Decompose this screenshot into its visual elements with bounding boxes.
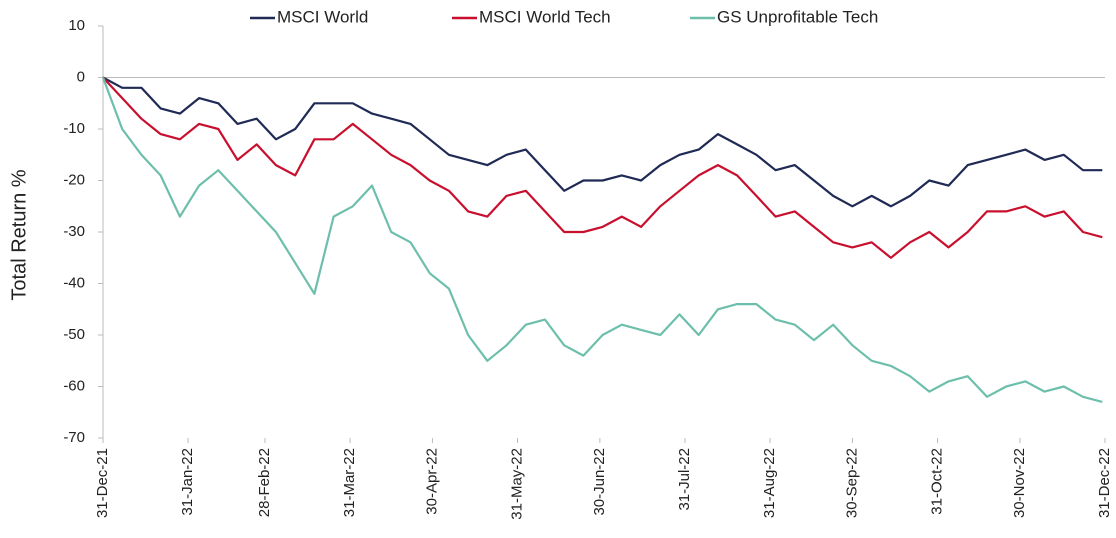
y-tick-label: 0: [77, 68, 85, 85]
x-tick-label: 31-Aug-22: [761, 448, 778, 518]
y-tick-label: -40: [63, 274, 85, 291]
y-tick-label: 10: [68, 17, 85, 34]
legend-label: MSCI World: [277, 7, 368, 26]
y-axis-label: Total Return %: [8, 169, 30, 300]
x-tick-label: 30-Jun-22: [591, 448, 608, 516]
x-tick-label: 31-Jan-22: [179, 448, 196, 516]
x-tick-label: 31-May-22: [508, 448, 525, 520]
series-line: [101, 77, 1103, 403]
x-tick-label: 30-Nov-22: [1011, 448, 1028, 518]
x-tick-label: 28-Feb-22: [256, 448, 273, 517]
x-tick-label: 30-Apr-22: [423, 448, 440, 515]
y-tick-label: -10: [63, 120, 85, 137]
legend-label: MSCI World Tech: [479, 7, 611, 26]
y-tick-label: -70: [63, 429, 85, 446]
y-tick-label: -50: [63, 326, 85, 343]
x-tick-label: 31-Jul-22: [676, 448, 693, 511]
x-tick-label: 31-Oct-22: [929, 448, 946, 515]
y-tick-label: -60: [63, 377, 85, 394]
y-tick-label: -30: [63, 223, 85, 240]
series-line: [102, 76, 1103, 208]
x-tick-label: 31-Dec-21: [94, 448, 111, 518]
x-tick-label: 31-Dec-22: [1096, 448, 1113, 518]
x-tick-label: 31-Mar-22: [341, 448, 358, 517]
x-tick-label: 30-Sep-22: [843, 448, 860, 518]
series-line: [102, 76, 1103, 259]
legend-label: GS Unprofitable Tech: [717, 7, 878, 26]
y-tick-label: -20: [63, 171, 85, 188]
